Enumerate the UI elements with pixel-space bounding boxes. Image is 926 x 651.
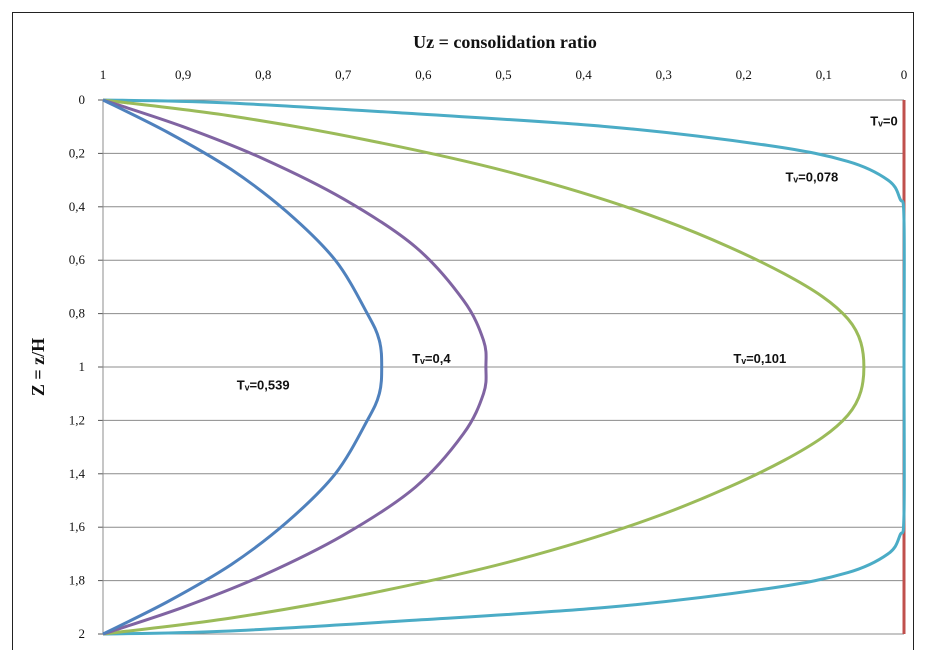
x-tick-labels: 1 0,9 0,8 0,7 0,6 0,5 0,4 0,3 0,2 0,1 0 [100, 67, 908, 82]
y-axis-label: Z = z/H [28, 338, 48, 396]
x-tick-label: 0,2 [736, 67, 752, 82]
curve-label: Tᵥ=0 [870, 113, 898, 128]
y-tick-label: 1,4 [69, 466, 86, 481]
curve-labels: Tᵥ=0 Tᵥ=0,078 Tᵥ=0,101 Tᵥ=0,4 Tᵥ=0,539 [237, 113, 898, 392]
series-group [102, 98, 906, 636]
x-tick-label: 0,5 [495, 67, 511, 82]
y-tick-label: 1 [79, 359, 86, 374]
x-tick-label: 0,1 [816, 67, 832, 82]
y-tick-label: 0,4 [69, 199, 86, 214]
series-line [102, 98, 488, 636]
chart-title: Uz = consolidation ratio [413, 32, 597, 52]
curve-label: Tᵥ=0,4 [412, 351, 451, 366]
series-line [102, 98, 906, 636]
series-line [102, 98, 866, 636]
x-tick-label: 0,7 [335, 67, 352, 82]
y-tick-label: 1,8 [69, 573, 85, 588]
x-tick-label: 0,6 [415, 67, 432, 82]
x-tick-label: 0,4 [575, 67, 592, 82]
x-tick-label: 1 [100, 67, 107, 82]
x-tick-label: 0 [901, 67, 908, 82]
curve-label: Tᵥ=0,101 [733, 351, 786, 366]
series-line [102, 98, 384, 636]
x-tick-label: 0,9 [175, 67, 191, 82]
y-tick-label: 0,8 [69, 306, 85, 321]
x-tick-label: 0,8 [255, 67, 271, 82]
y-tick-label: 0 [79, 92, 86, 107]
y-tick-label: 1,2 [69, 412, 85, 427]
y-tick-labels: 0 0,2 0,4 0,6 0,8 1 1,2 1,4 1,6 1,8 2 [69, 92, 86, 641]
y-tick-label: 2 [79, 626, 86, 641]
curve-label: Tᵥ=0,078 [785, 169, 838, 184]
y-tick-label: 0,6 [69, 252, 86, 267]
gridlines [98, 99, 904, 635]
y-tick-label: 0,2 [69, 145, 85, 160]
x-tick-label: 0,3 [656, 67, 672, 82]
curve-label: Tᵥ=0,539 [237, 378, 290, 393]
y-tick-label: 1,6 [69, 519, 86, 534]
